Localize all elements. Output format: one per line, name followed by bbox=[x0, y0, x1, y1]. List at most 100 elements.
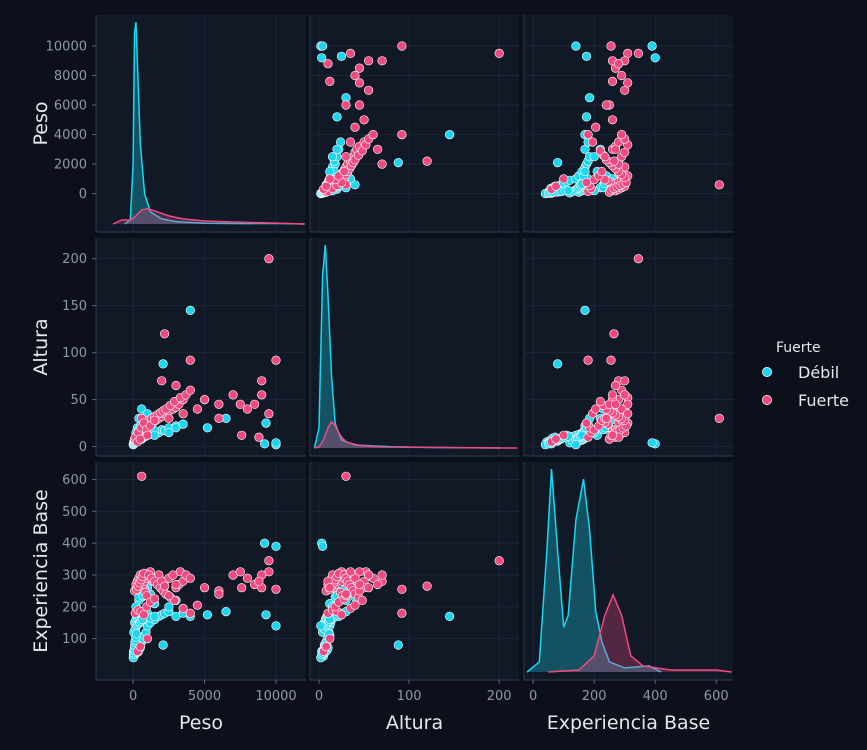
point-fuerte bbox=[595, 396, 605, 407]
point-fuerte bbox=[135, 434, 145, 444]
point-fuerte bbox=[377, 159, 387, 169]
y-tick-label: 200 bbox=[62, 252, 87, 267]
point-d-bil bbox=[332, 144, 342, 154]
point-fuerte bbox=[250, 399, 260, 409]
kde-fill-d-bil bbox=[124, 22, 305, 224]
panel-experiencia-base-peso bbox=[96, 462, 306, 680]
point-fuerte bbox=[581, 418, 592, 428]
point-d-bil bbox=[221, 606, 231, 617]
point-fuerte bbox=[607, 115, 618, 125]
point-fuerte bbox=[609, 329, 619, 339]
point-fuerte bbox=[354, 63, 365, 73]
y-tick-label: 2000 bbox=[54, 158, 87, 173]
point-fuerte bbox=[192, 600, 202, 610]
point-d-bil bbox=[158, 359, 168, 369]
point-d-bil bbox=[647, 41, 657, 51]
point-fuerte bbox=[237, 430, 247, 440]
y-tick-label: 500 bbox=[62, 505, 87, 520]
point-d-bil bbox=[131, 629, 141, 639]
point-d-bil bbox=[261, 610, 271, 620]
point-fuerte bbox=[160, 329, 170, 339]
y-tick-label: 200 bbox=[62, 600, 87, 615]
point-fuerte bbox=[214, 589, 224, 599]
point-fuerte bbox=[368, 130, 378, 140]
point-d-bil bbox=[581, 112, 592, 122]
point-d-bil bbox=[571, 41, 581, 51]
kde-line-fuerte bbox=[112, 208, 305, 225]
point-d-bil bbox=[317, 53, 327, 63]
x-tick-label: 0 bbox=[315, 689, 323, 704]
x-tick-label: 0 bbox=[529, 689, 537, 704]
point-fuerte bbox=[354, 579, 365, 590]
point-fuerte bbox=[254, 576, 264, 586]
kde-line-fuerte bbox=[314, 420, 518, 449]
panel-altura-altura bbox=[310, 238, 519, 456]
point-fuerte bbox=[157, 376, 167, 386]
point-fuerte bbox=[609, 156, 619, 166]
point-d-bil bbox=[150, 611, 160, 622]
point-fuerte bbox=[606, 41, 616, 51]
point-fuerte bbox=[610, 399, 621, 409]
point-d-bil bbox=[584, 93, 595, 103]
point-fuerte bbox=[142, 430, 152, 440]
x-tick-label: 200 bbox=[487, 689, 512, 704]
point-d-bil bbox=[202, 610, 212, 620]
point-fuerte bbox=[364, 570, 374, 580]
point-fuerte bbox=[257, 390, 267, 400]
point-fuerte bbox=[354, 567, 365, 577]
y-axis-label: Altura bbox=[30, 318, 52, 375]
point-fuerte bbox=[345, 567, 356, 577]
point-fuerte bbox=[357, 595, 367, 606]
legend-entry-fuerte: Fuerte bbox=[798, 391, 849, 410]
point-fuerte bbox=[397, 608, 407, 618]
point-fuerte bbox=[494, 556, 504, 566]
point-d-bil bbox=[581, 51, 592, 61]
point-fuerte bbox=[264, 254, 274, 264]
point-fuerte bbox=[559, 174, 569, 184]
kde-fill-d-bil bbox=[527, 469, 662, 672]
point-fuerte bbox=[336, 610, 347, 620]
point-fuerte bbox=[377, 570, 387, 580]
point-fuerte bbox=[397, 130, 407, 140]
point-fuerte bbox=[606, 355, 616, 365]
point-d-bil bbox=[171, 423, 181, 433]
point-fuerte bbox=[192, 404, 202, 414]
x-tick-label: 0 bbox=[129, 689, 137, 704]
point-d-bil bbox=[445, 130, 455, 140]
point-fuerte bbox=[185, 573, 195, 583]
point-fuerte bbox=[350, 573, 360, 583]
kde-fill-d-bil bbox=[314, 245, 500, 448]
point-fuerte bbox=[325, 583, 335, 593]
point-fuerte bbox=[237, 583, 247, 593]
point-d-bil bbox=[647, 438, 657, 448]
point-fuerte bbox=[142, 633, 152, 644]
x-tick-label: 5000 bbox=[188, 689, 221, 704]
point-fuerte bbox=[321, 641, 331, 652]
panel-altura-peso bbox=[96, 238, 306, 456]
point-fuerte bbox=[591, 404, 601, 414]
kde-fill-fuerte bbox=[314, 421, 518, 448]
point-fuerte bbox=[325, 633, 335, 644]
point-fuerte bbox=[714, 413, 724, 424]
y-tick-label: 0 bbox=[79, 187, 87, 202]
point-d-bil bbox=[552, 158, 563, 168]
y-tick-label: 100 bbox=[62, 346, 87, 361]
point-fuerte bbox=[354, 78, 365, 88]
point-fuerte bbox=[373, 144, 383, 154]
point-fuerte bbox=[613, 59, 624, 69]
y-tick-label: 50 bbox=[70, 393, 87, 408]
point-fuerte bbox=[373, 579, 383, 590]
legend-title: Fuerte bbox=[776, 340, 821, 356]
y-tick-label: 100 bbox=[62, 632, 87, 647]
point-fuerte bbox=[171, 380, 181, 391]
point-fuerte bbox=[178, 409, 188, 419]
x-tick-label: 10000 bbox=[255, 689, 296, 704]
point-d-bil bbox=[650, 53, 660, 63]
x-axis-label: Peso bbox=[179, 712, 223, 734]
point-fuerte bbox=[171, 579, 181, 590]
point-fuerte bbox=[623, 409, 633, 419]
point-fuerte bbox=[607, 430, 618, 440]
x-tick-label: 100 bbox=[397, 689, 422, 704]
point-fuerte bbox=[600, 152, 610, 162]
